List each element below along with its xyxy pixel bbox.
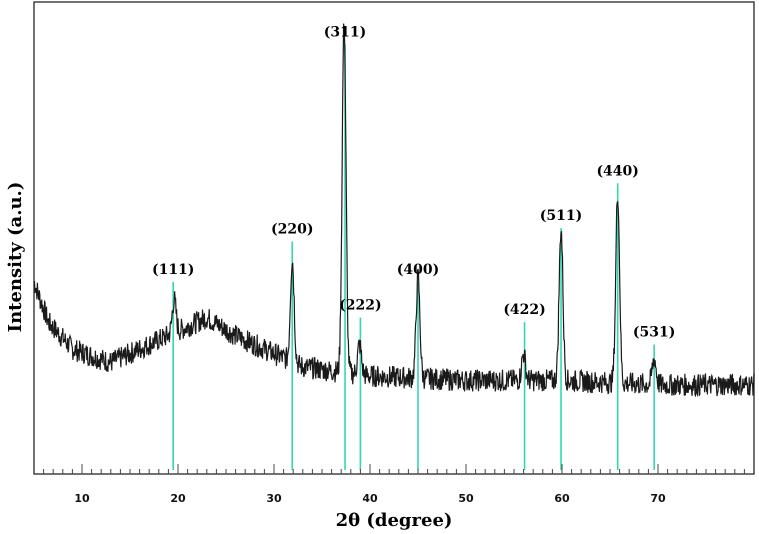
peak-label: (422)	[503, 302, 545, 318]
x-tick-label: 40	[362, 492, 378, 505]
peak-label: (511)	[540, 208, 582, 224]
x-tick-label: 50	[458, 492, 474, 505]
x-axis-ticks: 10 20 30 40 50 60 70	[33, 464, 755, 505]
peak-label: (400)	[397, 262, 439, 278]
x-tick-label: 60	[554, 492, 570, 505]
peak-label: (531)	[633, 325, 675, 341]
x-tick-label: 70	[650, 492, 666, 505]
x-tick-label: 30	[266, 492, 282, 505]
peak-label: (220)	[271, 222, 313, 238]
peak-label: (440)	[596, 163, 638, 179]
diffraction-pattern	[33, 23, 755, 398]
y-axis-title: Intensity (a.u.)	[5, 182, 26, 333]
peak-label: (311)	[324, 24, 366, 40]
peak-label: (222)	[339, 298, 381, 314]
plot-frame	[33, 1, 755, 475]
peak-label: (111)	[152, 262, 194, 278]
x-tick-label: 10	[74, 492, 90, 505]
x-axis-title: 2θ (degree)	[336, 510, 453, 531]
x-tick-label: 20	[170, 492, 186, 505]
peak-labels: (111) (220) (311) (222) (400) (422) (511) (440)…	[152, 24, 675, 340]
reference-lines	[172, 44, 655, 470]
